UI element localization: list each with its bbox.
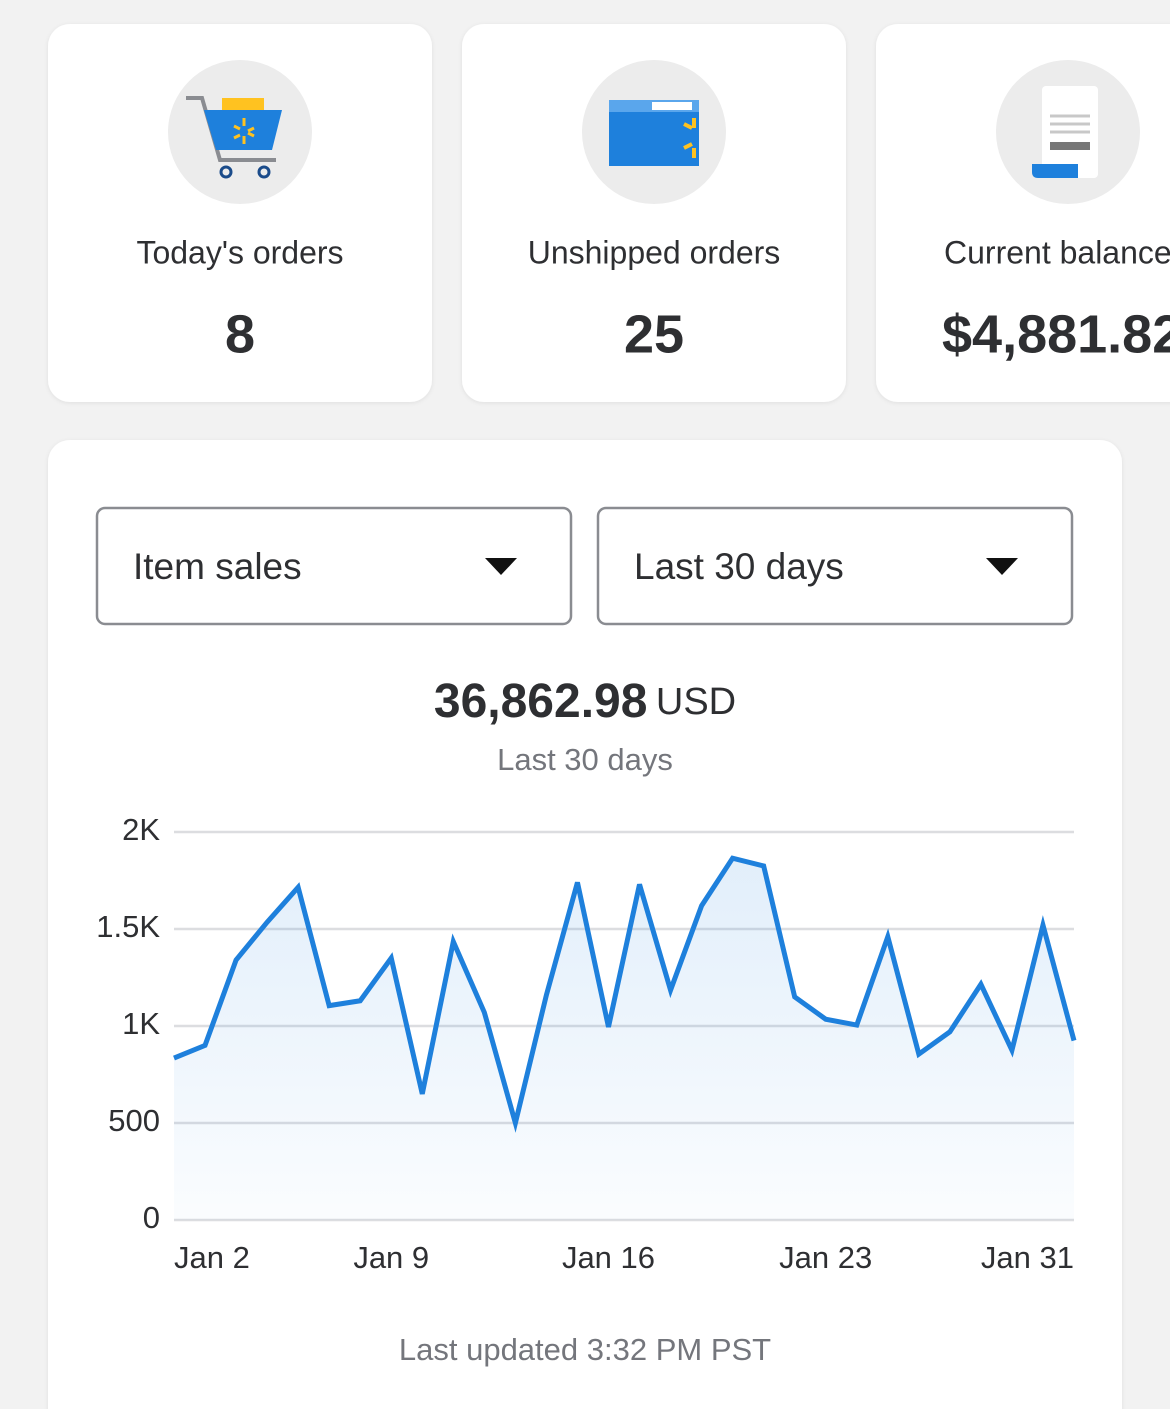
card-value: $4,881.82 — [942, 304, 1170, 364]
summary-period: Last 30 days — [497, 742, 673, 777]
dropdown[interactable] — [596, 506, 1074, 626]
x-tick-label: Jan 23 — [779, 1240, 872, 1275]
summary: 36,862.98 USD — [434, 675, 736, 728]
y-tick-label: 1.5K — [96, 909, 160, 944]
card[interactable] — [48, 24, 432, 402]
card-label: Current balance — [944, 234, 1170, 270]
cart-icon — [168, 60, 312, 204]
card-label: Today's orders — [136, 234, 343, 270]
dropdown-arrow — [485, 558, 517, 575]
card-value: 25 — [624, 304, 684, 364]
y-tick-label: 1K — [122, 1006, 160, 1041]
x-tick-label: Jan 16 — [562, 1240, 655, 1275]
y-tick-label: 2K — [122, 812, 160, 847]
dropdown-text: Item sales — [133, 546, 302, 587]
chart: 0 500 1K 1.5K 2K Jan 2 Jan 9 Jan 16 Jan 23 Jan 31 — [96, 812, 1077, 1275]
x-tick-label: Jan 31 — [981, 1240, 1074, 1275]
box-icon — [582, 60, 726, 204]
area — [174, 858, 1074, 1220]
dropdown-arrow — [986, 558, 1018, 575]
x-tick-label: Jan 9 — [353, 1240, 429, 1275]
card-label: Unshipped orders — [528, 234, 781, 270]
footer: Last updated 3:32 PM PST — [399, 1332, 771, 1367]
summary-total: 36,862.98 — [434, 675, 648, 728]
card-value: 8 — [225, 304, 255, 364]
line — [173, 855, 1077, 1133]
summary-unit: USD — [656, 681, 736, 723]
dropdown-text: Last 30 days — [634, 546, 844, 587]
y-tick-label: 500 — [108, 1103, 160, 1138]
card[interactable] — [462, 24, 846, 402]
x-tick-label: Jan 2 — [174, 1240, 250, 1275]
receipt-icon — [996, 60, 1140, 204]
y-tick-label: 0 — [143, 1200, 160, 1235]
dropdown[interactable] — [95, 506, 573, 626]
